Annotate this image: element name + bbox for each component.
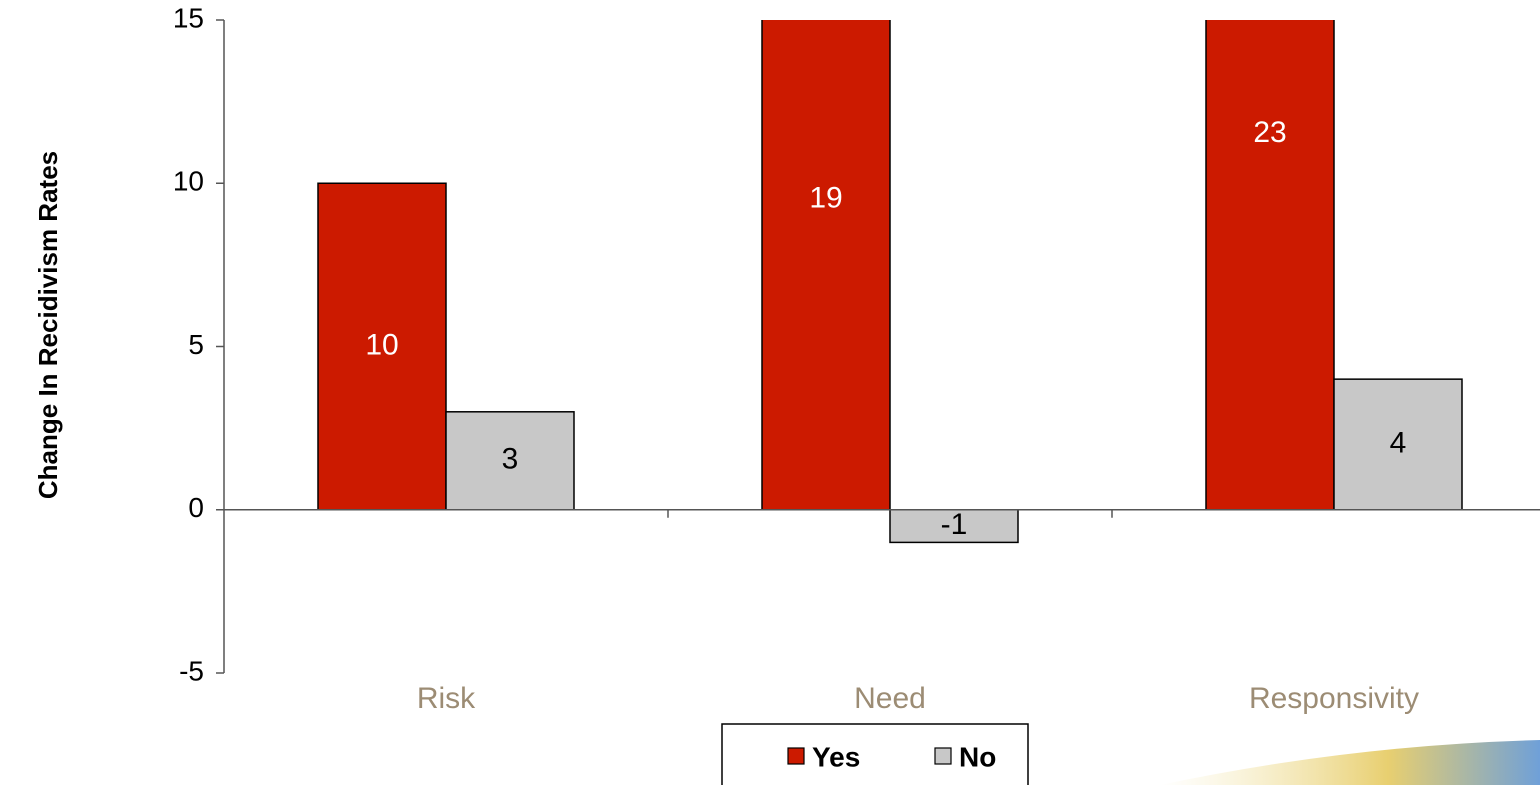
legend (721, 723, 1029, 785)
data-label: 23 (1253, 116, 1286, 149)
y-tick-label: -5 (179, 655, 204, 686)
x-tick-label: Risk (417, 682, 476, 715)
data-label: 10 (365, 328, 398, 361)
bar (317, 182, 447, 511)
legend-label: Yes (812, 741, 860, 772)
y-tick-label: 15 (173, 2, 204, 33)
bars (317, 20, 1463, 544)
bar (1333, 378, 1463, 511)
legend-label: No (959, 741, 996, 772)
data-label: -1 (941, 508, 968, 541)
bar (445, 411, 575, 511)
x-tick-label: Need (854, 682, 926, 715)
x-tick-label: Responsivity (1249, 682, 1419, 715)
legend-swatch (787, 747, 805, 765)
y-axis-title: Change In Recidivism Rates (33, 151, 63, 499)
legend-swatch (934, 747, 952, 765)
bar (1205, 20, 1335, 511)
data-label: 19 (809, 181, 842, 214)
y-tick-label: 10 (173, 166, 204, 197)
y-tick-label: 0 (188, 492, 204, 523)
data-label: 3 (502, 443, 519, 476)
y-tick-label: 5 (188, 329, 204, 360)
bar (761, 20, 891, 511)
plot-area: -5 0 5 10 15 Risk 10 3 Need 19 -1 Responsivity 23 4 (173, 2, 1540, 715)
decoration (1160, 740, 1540, 785)
data-label: 4 (1390, 426, 1407, 459)
